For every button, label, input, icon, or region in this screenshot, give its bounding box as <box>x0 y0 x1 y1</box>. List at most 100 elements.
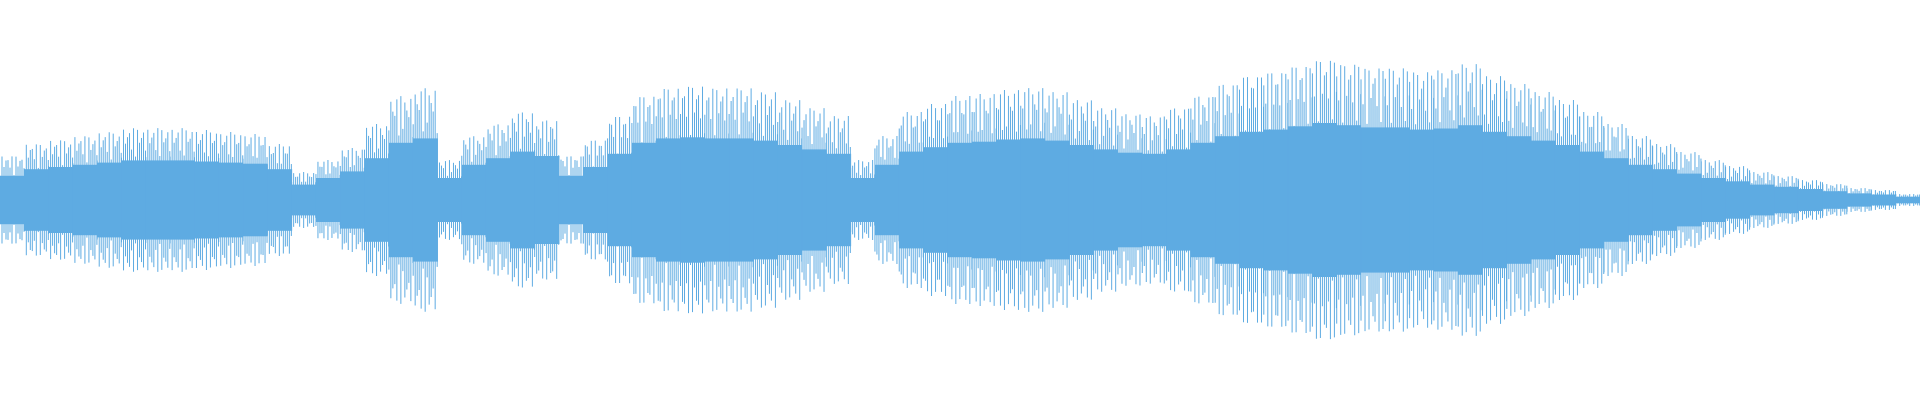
wave-core <box>972 141 997 259</box>
amplitude-column <box>1141 116 1168 284</box>
amplitude-column <box>1214 84 1240 316</box>
wave-core <box>1166 149 1192 251</box>
wave-core <box>1045 140 1070 260</box>
amplitude-column <box>1676 152 1702 248</box>
amplitude-column <box>1554 100 1581 300</box>
wave-core <box>802 149 827 251</box>
wave-core <box>1215 136 1240 264</box>
wave-core <box>315 178 341 222</box>
wave-core <box>24 169 50 231</box>
amplitude-column <box>1336 64 1362 336</box>
amplitude-column <box>1190 96 1216 304</box>
wave-core <box>1798 189 1824 211</box>
wave-core <box>583 167 609 233</box>
wave-core <box>607 153 633 247</box>
amplitude-column <box>0 156 25 244</box>
amplitude-column <box>1603 124 1629 276</box>
wave-core <box>1822 191 1848 209</box>
amplitude-column <box>485 124 511 276</box>
wave-core <box>656 138 682 262</box>
amplitude-column <box>728 88 754 312</box>
wave-core <box>729 138 754 262</box>
amplitude-column <box>923 104 949 296</box>
amplitude-column <box>1068 100 1095 300</box>
amplitude-column <box>364 124 390 276</box>
amplitude-column <box>1627 136 1654 264</box>
amplitude-column <box>898 112 925 288</box>
amplitude-column <box>801 108 827 292</box>
amplitude-column <box>1579 112 1605 288</box>
wave-core <box>461 164 487 236</box>
wave-core <box>170 160 195 240</box>
amplitude-column <box>1409 72 1435 328</box>
amplitude-column <box>607 116 633 284</box>
amplitude-column <box>23 144 50 256</box>
wave-core <box>1701 178 1727 222</box>
amplitude-column <box>509 112 536 288</box>
amplitude-column <box>655 88 682 312</box>
amplitude-column <box>1482 76 1508 324</box>
amplitude-column <box>777 100 803 300</box>
amplitude-column <box>1457 64 1484 336</box>
wave-core <box>1458 125 1484 275</box>
amplitude-column <box>1506 84 1532 316</box>
wave-core <box>413 138 438 262</box>
wave-core <box>1579 151 1605 249</box>
wave-core <box>1749 184 1775 216</box>
amplitude-column <box>534 120 560 280</box>
amplitude-column <box>339 148 366 252</box>
amplitude-column <box>1238 77 1265 323</box>
wave-core <box>850 178 876 222</box>
wave-core <box>899 151 925 249</box>
amplitude-column <box>874 136 900 264</box>
wave-core <box>947 142 973 258</box>
amplitude-column <box>995 90 1022 310</box>
amplitude-column <box>752 92 779 308</box>
amplitude-column <box>1384 68 1411 332</box>
wave-core <box>1190 142 1216 258</box>
wave-core <box>1069 145 1095 255</box>
wave-core <box>291 184 317 216</box>
amplitude-column <box>1117 114 1143 286</box>
wave-core <box>1628 164 1654 236</box>
amplitude-column <box>315 160 341 240</box>
amplitude-column <box>1700 160 1727 240</box>
amplitude-column <box>193 130 220 270</box>
wave-core <box>1604 158 1629 242</box>
wave-core <box>510 151 536 249</box>
wave-core <box>1239 131 1265 269</box>
wave-core <box>121 160 147 240</box>
wave-core <box>753 140 779 260</box>
wave-core <box>1506 136 1532 264</box>
amplitude-column <box>1263 73 1289 327</box>
wave-core <box>1312 123 1338 277</box>
amplitude-column <box>1725 166 1751 234</box>
amplitude-column <box>1166 108 1192 292</box>
amplitude-column <box>850 160 876 240</box>
amplitude-column <box>1044 92 1070 308</box>
wave-core <box>1263 129 1289 271</box>
amplitude-column <box>971 94 997 306</box>
amplitude-column <box>145 128 171 272</box>
wave-core <box>0 175 25 225</box>
amplitude-column <box>558 156 584 244</box>
amplitude-column <box>1773 176 1799 224</box>
amplitude-column <box>1287 67 1313 333</box>
amplitude-column <box>388 96 414 304</box>
amplitude-column <box>1870 190 1897 210</box>
wave-core <box>534 156 560 244</box>
amplitude-column <box>1652 144 1678 256</box>
amplitude-column <box>1749 172 1775 228</box>
wave-core <box>194 161 220 239</box>
amplitude-column <box>461 136 487 264</box>
wave-core <box>1385 127 1411 273</box>
amplitude-column <box>412 88 438 312</box>
wave-core <box>218 162 244 238</box>
amplitude-column <box>48 140 74 260</box>
wave-core <box>1361 127 1386 273</box>
amplitude-column <box>266 144 293 256</box>
wave-core <box>923 147 949 253</box>
amplitude-column <box>242 134 268 266</box>
amplitude-column <box>1530 92 1556 308</box>
